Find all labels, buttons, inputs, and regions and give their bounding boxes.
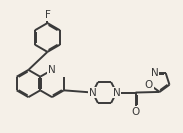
- Text: N: N: [113, 88, 120, 97]
- Text: O: O: [145, 80, 153, 90]
- Text: N: N: [48, 65, 56, 75]
- Text: O: O: [131, 107, 140, 117]
- Text: N: N: [89, 88, 96, 97]
- Text: F: F: [44, 10, 50, 20]
- Text: N: N: [151, 68, 158, 78]
